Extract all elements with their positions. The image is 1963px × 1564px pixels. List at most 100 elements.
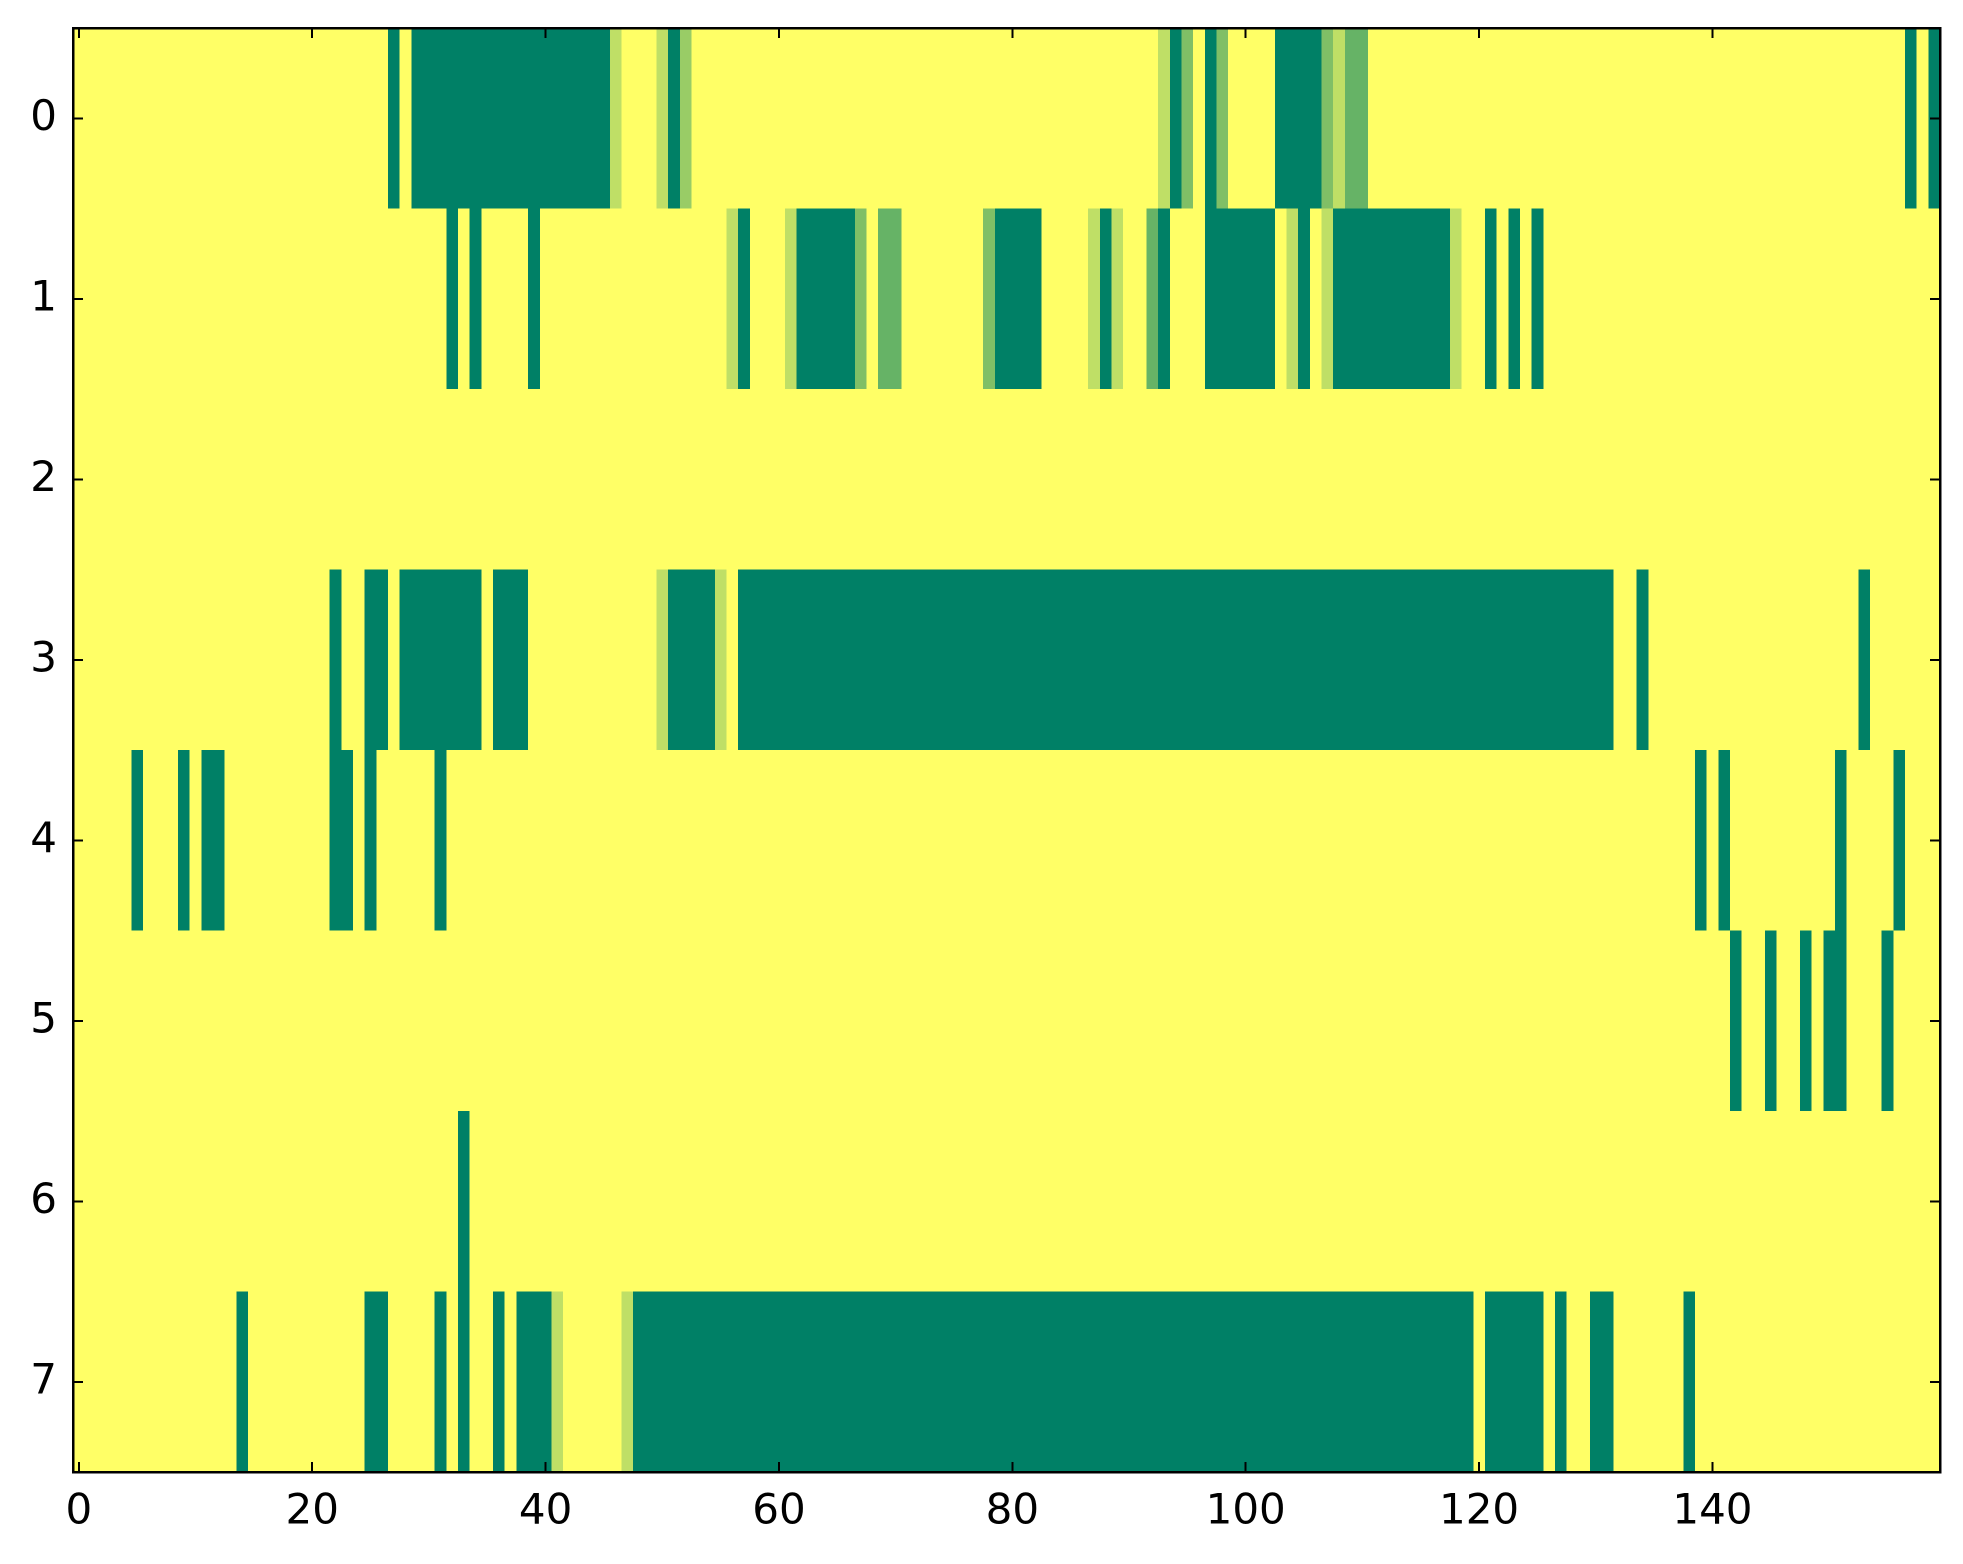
heatmap-cell — [166, 1111, 179, 1293]
heatmap-cell — [469, 28, 483, 210]
heatmap-cell — [644, 1291, 658, 1473]
heatmap-cell — [1636, 930, 1649, 1112]
heatmap-cell — [1496, 1291, 1509, 1473]
heatmap-cell — [1601, 569, 1614, 751]
heatmap-cell — [294, 208, 307, 390]
heatmap-cell — [1356, 1291, 1369, 1473]
heatmap-cell — [329, 389, 342, 571]
heatmap-cell — [854, 930, 868, 1112]
heatmap-cell — [1181, 930, 1194, 1112]
heatmap-cell — [189, 1291, 202, 1473]
heatmap-cell — [1274, 28, 1288, 210]
heatmap-cell — [563, 1111, 576, 1293]
heatmap-cell — [1158, 389, 1171, 571]
heatmap-cell — [714, 930, 728, 1112]
heatmap-cell — [364, 930, 377, 1112]
heatmap-cell — [1134, 569, 1148, 751]
heatmap-cell — [516, 930, 529, 1112]
heatmap-cell — [1694, 569, 1708, 751]
heatmap-cell — [1041, 1291, 1054, 1473]
heatmap-cell — [1683, 1291, 1696, 1473]
heatmap-cell — [749, 930, 763, 1112]
heatmap-cell — [1414, 930, 1428, 1112]
heatmap-cell — [1776, 28, 1789, 210]
heatmap-cell — [1484, 1111, 1498, 1293]
heatmap-cell — [971, 28, 984, 210]
heatmap-cell — [1671, 1111, 1684, 1293]
x-tick-label: 120 — [1439, 1485, 1519, 1534]
heatmap-cell — [1904, 750, 1918, 932]
heatmap-cell — [1041, 208, 1054, 390]
heatmap-cell — [481, 1111, 494, 1293]
heatmap-cell — [178, 208, 191, 390]
heatmap-cell — [761, 930, 774, 1112]
x-tick-label: 100 — [1206, 1485, 1286, 1534]
heatmap-cell — [1344, 1111, 1358, 1293]
heatmap-cell — [924, 208, 938, 390]
heatmap-cell — [1881, 569, 1894, 751]
heatmap-cell — [1788, 1291, 1801, 1473]
heatmap-cell — [819, 930, 833, 1112]
heatmap-cell — [1053, 208, 1066, 390]
heatmap-cell — [108, 1291, 121, 1473]
heatmap-cell — [609, 389, 623, 571]
heatmap-cell — [1204, 1291, 1218, 1473]
heatmap-cell — [1041, 930, 1054, 1112]
heatmap-cell — [994, 28, 1008, 210]
heatmap-cell — [189, 750, 202, 932]
heatmap-cell — [819, 1111, 833, 1293]
heatmap-cell — [866, 569, 879, 751]
heatmap-cell — [1286, 28, 1299, 210]
heatmap-cell — [1729, 28, 1743, 210]
heatmap-cell — [668, 208, 681, 390]
heatmap-cell — [621, 750, 634, 932]
heatmap-cell — [1694, 930, 1708, 1112]
heatmap-cell — [1298, 28, 1311, 210]
heatmap-cell — [399, 569, 412, 751]
heatmap-cell — [329, 569, 342, 751]
heatmap-cell — [1403, 389, 1416, 571]
heatmap-cell — [1823, 208, 1836, 390]
heatmap-cell — [306, 208, 319, 390]
heatmap-cell — [913, 569, 926, 751]
heatmap-cell — [1356, 930, 1369, 1112]
heatmap-cell — [1799, 389, 1813, 571]
heatmap-cell — [516, 569, 529, 751]
heatmap-cell — [1193, 28, 1206, 210]
heatmap-cell — [1298, 1291, 1311, 1473]
heatmap-cell — [458, 569, 471, 751]
heatmap-cell — [481, 930, 494, 1112]
heatmap-cell — [1858, 389, 1871, 571]
heatmap-cell — [388, 569, 401, 751]
heatmap-cell — [656, 1291, 669, 1473]
heatmap-cell — [1216, 930, 1229, 1112]
heatmap-cell — [1718, 389, 1731, 571]
heatmap-cell — [96, 1291, 109, 1473]
heatmap-cell — [1251, 389, 1264, 571]
heatmap-cell — [1449, 28, 1463, 210]
x-tick-label: 0 — [65, 1485, 92, 1534]
heatmap-cell — [294, 389, 307, 571]
heatmap-cell — [913, 208, 926, 390]
heatmap-cell — [1788, 569, 1801, 751]
heatmap-cell — [1566, 1111, 1579, 1293]
heatmap-cell — [1753, 930, 1766, 1112]
heatmap-cell — [1029, 750, 1043, 932]
heatmap-cell — [318, 1291, 331, 1473]
heatmap-cell — [1718, 750, 1731, 932]
heatmap-cell — [1239, 1291, 1253, 1473]
heatmap-cell — [318, 569, 331, 751]
heatmap-cell — [259, 750, 272, 932]
heatmap-cell — [166, 1291, 179, 1473]
heatmap-cell — [178, 1291, 191, 1473]
heatmap-cell — [1309, 750, 1323, 932]
heatmap-cell — [1006, 389, 1019, 571]
heatmap-cell — [201, 389, 214, 571]
heatmap-cell — [1018, 1291, 1031, 1473]
heatmap-cell — [598, 28, 611, 210]
heatmap-cell — [131, 750, 144, 932]
heatmap-cell — [889, 1291, 903, 1473]
heatmap-cell — [1671, 930, 1684, 1112]
heatmap-cell — [1753, 389, 1766, 571]
heatmap-cell — [983, 1291, 996, 1473]
